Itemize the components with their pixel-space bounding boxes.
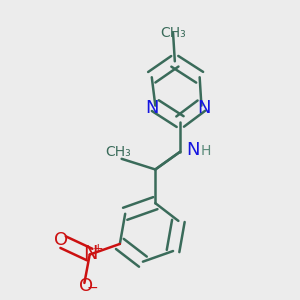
- Text: N: N: [146, 100, 159, 118]
- Text: +: +: [92, 242, 103, 255]
- Text: CH₃: CH₃: [160, 26, 186, 40]
- Text: O: O: [54, 231, 68, 249]
- Text: CH₃: CH₃: [105, 146, 131, 159]
- Text: O: O: [79, 277, 93, 295]
- Text: −: −: [86, 281, 98, 295]
- Text: N: N: [197, 100, 211, 118]
- Text: N: N: [83, 244, 98, 263]
- Text: H: H: [200, 144, 211, 158]
- Text: N: N: [187, 141, 200, 159]
